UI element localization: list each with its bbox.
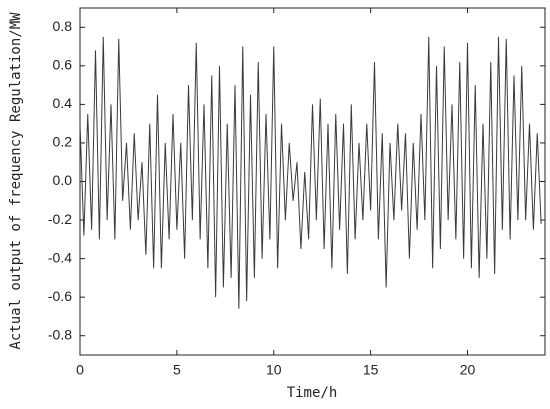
y-tick-label: -0.4 [48, 249, 72, 265]
y-tick-label: 0.0 [53, 172, 73, 188]
y-tick-label: 0.6 [53, 57, 73, 73]
x-axis-label: Time/h [287, 385, 338, 401]
x-tick-label: 10 [266, 362, 282, 378]
x-tick-label: 20 [460, 362, 476, 378]
y-tick-label: 0.8 [53, 18, 73, 34]
y-tick-label: -0.6 [48, 288, 72, 304]
x-tick-label: 0 [76, 362, 84, 378]
y-tick-label: 0.2 [53, 134, 73, 150]
y-tick-label: -0.2 [48, 211, 72, 227]
y-tick-label: -0.8 [48, 326, 72, 342]
data-line [79, 36, 542, 309]
y-axis-label: Actual output of frequency Regulation/MW [8, 12, 24, 350]
x-tick-label: 15 [363, 362, 379, 378]
x-tick-label: 5 [173, 362, 181, 378]
plot-frame [79, 7, 546, 356]
y-tick-label: 0.4 [53, 95, 73, 111]
